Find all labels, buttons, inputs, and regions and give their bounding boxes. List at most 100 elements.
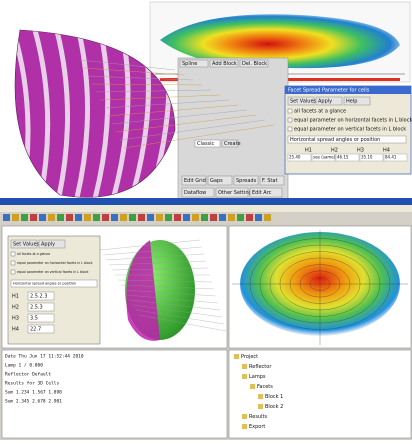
console-line: Results for 3D Cells [5,381,59,387]
field[interactable] [27,291,55,301]
tool-icon[interactable] [192,214,199,221]
tool-icon[interactable] [111,214,118,221]
tool-icon[interactable] [219,214,226,221]
tool-icon[interactable] [21,214,28,221]
tool-icon[interactable] [165,214,172,221]
cell[interactable] [359,153,384,162]
tree-icon [234,354,239,359]
button[interactable] [10,239,38,249]
checkbox[interactable] [287,117,293,123]
tab[interactable] [209,59,239,68]
cell-value: 25.40 [289,155,301,160]
grid-select[interactable] [194,139,221,148]
button[interactable] [343,96,371,106]
tool-icon[interactable] [48,214,55,221]
tree-item[interactable]: Block 2 [265,404,283,410]
checkbox[interactable] [10,260,16,266]
field[interactable] [27,313,55,323]
button[interactable] [38,239,66,249]
button[interactable] [249,187,283,198]
button[interactable] [287,96,315,106]
button-label: Spreads [236,178,257,184]
console-line: Lamp 1 / 0.000 [5,363,43,369]
tree-panel [228,349,412,439]
button[interactable] [215,187,249,198]
tree-item[interactable]: Project [241,354,258,360]
tool-icon[interactable] [201,214,208,221]
field[interactable] [27,324,55,334]
tool-icon[interactable] [57,214,64,221]
tool-icon[interactable] [228,214,235,221]
checkbox[interactable] [287,126,293,132]
tool-icon[interactable] [183,214,190,221]
checkbox[interactable] [287,108,293,114]
tool-icon[interactable] [210,214,217,221]
button[interactable] [181,187,215,198]
ray [107,104,239,117]
checkbox[interactable] [10,269,16,275]
field[interactable] [27,302,55,312]
tool-icon[interactable] [120,214,127,221]
tool-icon[interactable] [174,214,181,221]
button-label: Dataflow [184,190,206,196]
button[interactable] [233,175,259,186]
checkbox[interactable] [10,251,16,257]
select[interactable] [10,279,98,288]
grid-label: Classic [197,141,215,147]
tool-icon[interactable] [12,214,19,221]
option-label: all facets at a glance [294,109,346,115]
button[interactable] [315,96,343,106]
ray [115,114,257,133]
tree-item[interactable]: Lamps [249,374,266,380]
tool-icon[interactable] [129,214,136,221]
tool-icon[interactable] [93,214,100,221]
ray [111,109,248,125]
create-button[interactable] [221,139,239,148]
dialog-titlebar [285,86,411,94]
column-header: H1 [305,148,312,154]
ray [83,67,185,76]
cell[interactable] [287,153,312,162]
cell[interactable] [335,153,360,162]
tree-item[interactable]: Facets [257,384,273,390]
tool-icon[interactable] [3,214,10,221]
ray [91,83,203,86]
column-header: H4 [383,148,390,154]
tab[interactable] [179,59,209,68]
tool-icon[interactable] [84,214,91,221]
ray [132,304,223,318]
tool-icon[interactable] [147,214,154,221]
tool-icon[interactable] [246,214,253,221]
button[interactable] [181,175,207,186]
tool-icon[interactable] [264,214,271,221]
tool-icon[interactable] [66,214,73,221]
row-label: H1 [12,294,19,300]
field-value: 2.5.3 [30,305,43,311]
select[interactable] [287,135,407,144]
button[interactable] [207,175,233,186]
tree-item[interactable]: Export [249,424,265,430]
dialog-title: Facet Spread Parameter for cells [288,88,370,94]
create-label: Create [224,141,241,147]
tree-icon [242,424,247,429]
ray [103,99,230,109]
tool-icon[interactable] [237,214,244,221]
tab-label: Add Block [212,61,237,67]
tool-icon[interactable] [156,214,163,221]
tool-icon[interactable] [39,214,46,221]
tree-item[interactable]: Results [249,414,267,420]
tree-item[interactable]: Reflector [249,364,272,370]
tool-icon[interactable] [30,214,37,221]
button[interactable] [259,175,285,186]
tab[interactable] [239,59,269,68]
tool-icon[interactable] [102,214,109,221]
tool-icon[interactable] [255,214,262,221]
cell[interactable] [383,153,408,162]
tool-icon[interactable] [75,214,82,221]
console [1,349,228,439]
ray [102,246,203,256]
tool-icon[interactable] [138,214,145,221]
cell[interactable] [311,153,336,162]
tree-item[interactable]: Block 1 [265,394,283,400]
